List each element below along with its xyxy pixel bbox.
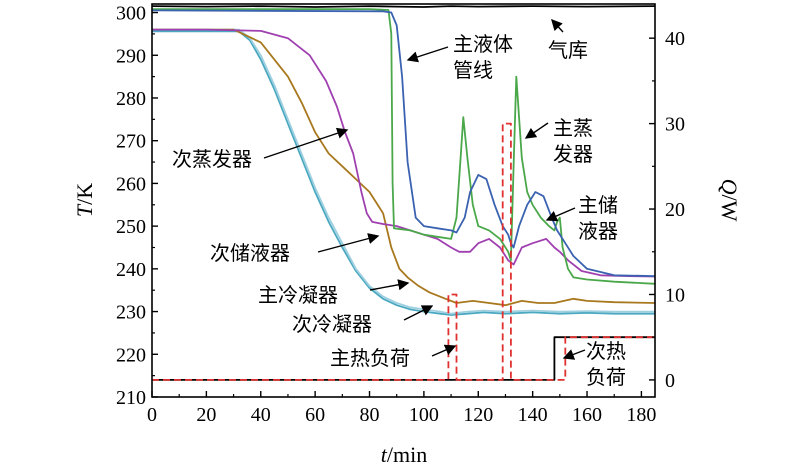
x-tick-label: 140 — [518, 404, 548, 426]
x-tick-label: 60 — [305, 404, 325, 426]
series-line — [152, 30, 655, 316]
x-axis-title: t/min — [381, 442, 427, 467]
annotation-label: 主液体管线 — [453, 32, 513, 82]
annotation-arrow — [524, 122, 549, 139]
y-left-tick-label: 270 — [116, 131, 146, 153]
annotation-label: 气库 — [548, 38, 588, 62]
annotation-arrow — [562, 349, 586, 360]
y-right-tick-label: 0 — [665, 370, 675, 392]
x-tick-label: 100 — [409, 404, 439, 426]
annotation-label: 次储液器 — [210, 241, 290, 265]
y-right-tick-label: 10 — [665, 284, 685, 306]
y-right-tick-label: 30 — [665, 114, 685, 136]
axes-layer — [151, 3, 656, 398]
series-line — [152, 28, 655, 315]
annotation-label: 主冷凝器 — [258, 283, 338, 307]
annotation-label: 次蒸发器 — [172, 147, 252, 171]
annotation-arrow — [403, 305, 434, 321]
y-right-tick-label: 20 — [665, 199, 685, 221]
annotation-arrow — [369, 279, 410, 291]
y-left-tick-label: 210 — [116, 387, 146, 409]
series-line — [151, 9, 656, 277]
annotation-label: 主热负荷 — [330, 346, 410, 370]
annotation-arrow — [545, 207, 576, 222]
series-line — [152, 8, 656, 285]
annotation-label: 次热负荷 — [586, 339, 626, 389]
y-axis-left-title: T/K — [72, 183, 97, 217]
series-layer — [151, 5, 656, 381]
y-left-tick-label: 260 — [116, 173, 146, 195]
y-axis-right-title: Q/W — [717, 179, 742, 222]
plot-frame — [151, 3, 656, 398]
annotation-arrow — [551, 18, 564, 33]
annotation-label: 次冷凝器 — [292, 312, 372, 336]
annotation-arrow — [406, 46, 449, 63]
series-line — [152, 28, 656, 307]
series-line — [152, 122, 655, 381]
y-left-tick-label: 220 — [116, 344, 146, 366]
y-left-tick-label: 250 — [116, 216, 146, 238]
x-tick-label: 20 — [196, 404, 216, 426]
x-tick-label: 160 — [572, 404, 602, 426]
y-left-tick-label: 230 — [116, 302, 146, 324]
x-tick-label: 0 — [147, 404, 157, 426]
axis-titles: t/min T/K Q/W — [72, 179, 742, 467]
x-tick-label: 180 — [626, 404, 656, 426]
y-left-tick-label: 290 — [116, 45, 146, 67]
x-tick-label: 120 — [463, 404, 493, 426]
y-left-tick-label: 240 — [116, 259, 146, 281]
series-line — [151, 5, 656, 8]
ticks-layer: 0 20 40 60 80 100 120 140 160 1802102202302402502… — [116, 3, 685, 426]
y-right-tick-label: 40 — [665, 28, 685, 50]
annotation-arrow — [263, 127, 349, 159]
annotation-label: 主蒸发器 — [553, 116, 593, 166]
x-tick-label: 80 — [360, 404, 380, 426]
annotation-arrow — [431, 344, 457, 357]
series-line — [152, 28, 656, 278]
x-tick-label: 40 — [251, 404, 271, 426]
annotation-label: 主储液器 — [578, 193, 618, 243]
annotation-arrow — [317, 233, 380, 253]
y-left-tick-label: 300 — [116, 3, 146, 25]
y-left-tick-label: 280 — [116, 88, 146, 110]
